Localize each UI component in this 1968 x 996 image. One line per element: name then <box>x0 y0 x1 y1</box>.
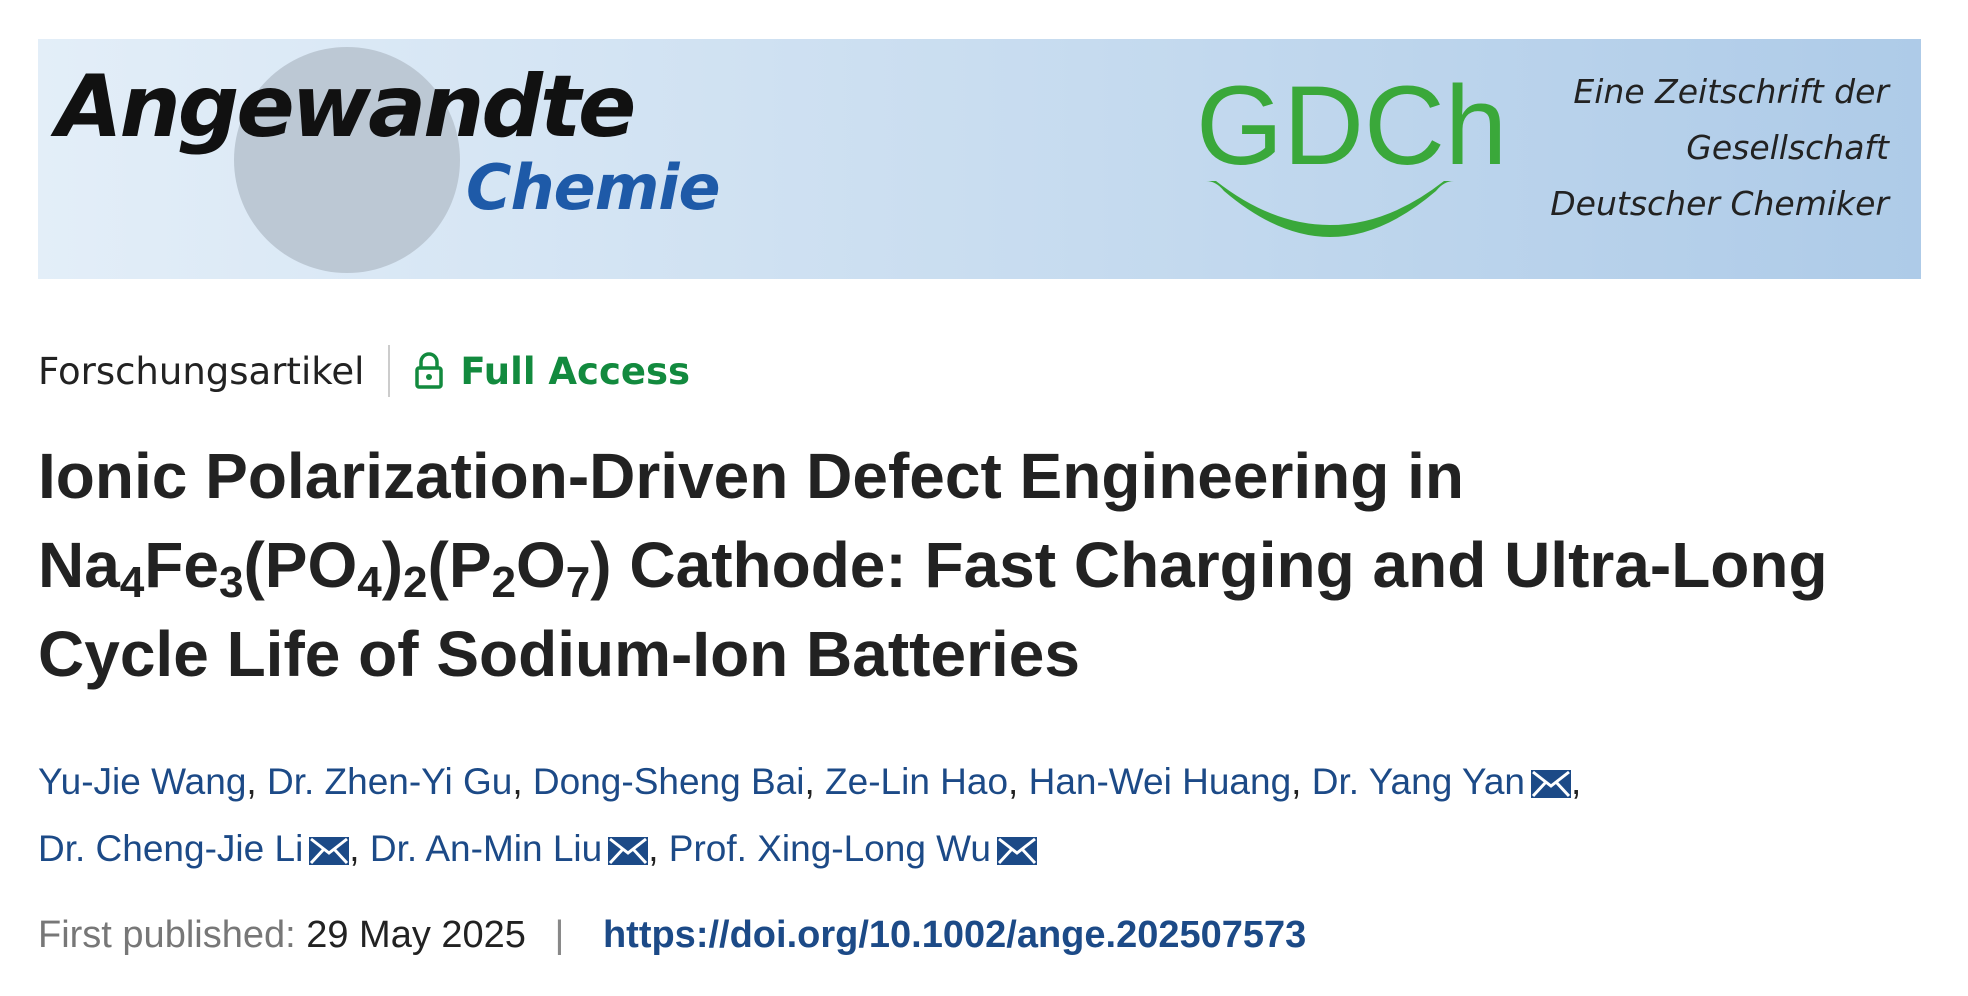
subscript: 4 <box>357 558 382 607</box>
author-name[interactable]: Dr. Cheng-Jie Li <box>38 828 304 869</box>
separator: , <box>1008 761 1019 802</box>
title-line: Na4Fe3(PO4)2(P2O7) Cathode: Fast Chargin… <box>38 521 1828 610</box>
article-title: Ionic Polarization-Driven Defect Enginee… <box>38 432 1828 699</box>
author-name[interactable]: Ze-Lin Hao <box>825 761 1009 802</box>
author-line: Yu-Jie Wang, Dr. Zhen-Yi Gu, Dong-Sheng … <box>38 750 1581 817</box>
title-text: Ionic Polarization-Driven Defect Enginee… <box>38 440 1464 512</box>
gdch-bowl <box>1206 181 1454 237</box>
title-text: Cycle Life of Sodium-Ion Batteries <box>38 618 1080 690</box>
email-icon[interactable] <box>309 821 350 884</box>
email-icon[interactable] <box>608 821 649 884</box>
title-text: ) <box>381 529 404 601</box>
title-text: Na <box>38 529 120 601</box>
doi-link[interactable]: https://doi.org/10.1002/ange.202507573 <box>602 914 1307 956</box>
journal-banner: Angewandte Chemie GDCh Eine Zeitschrift … <box>38 39 1921 279</box>
subscript: 7 <box>565 558 591 607</box>
subscript: 4 <box>119 558 145 607</box>
author-list: Yu-Jie Wang, Dr. Zhen-Yi Gu, Dong-Sheng … <box>38 750 1581 884</box>
author-name[interactable]: Prof. Xing-Long Wu <box>668 828 992 869</box>
publication-info: First published: 29 May 2025 | https://d… <box>38 914 1306 957</box>
title-text: ) Cathode: Fast Charging and Ultra-Long <box>590 529 1828 601</box>
subscript: 2 <box>403 558 428 607</box>
subscript: 3 <box>218 558 244 607</box>
article-meta: Forschungsartikel Full Access <box>38 345 690 397</box>
author-name[interactable]: Dr. An-Min Liu <box>369 828 603 869</box>
article-type: Forschungsartikel <box>38 349 365 393</box>
logo-circle <box>234 47 460 273</box>
separator: , <box>804 761 815 802</box>
published-label: First published: <box>38 914 296 956</box>
title-line: Ionic Polarization-Driven Defect Enginee… <box>38 432 1828 521</box>
subscript: 2 <box>491 558 517 607</box>
separator: , <box>1291 761 1302 802</box>
lock-icon <box>415 352 444 389</box>
title-text: Fe <box>144 529 219 601</box>
divider: | <box>554 914 565 956</box>
author-name[interactable]: Yu-Jie Wang <box>38 761 247 802</box>
separator: , <box>648 828 659 869</box>
author-name[interactable]: Dr. Yang Yan <box>1311 761 1525 802</box>
author-name[interactable]: Dr. Zhen-Yi Gu <box>266 761 513 802</box>
divider <box>388 345 391 397</box>
access-badge[interactable]: Full Access <box>460 349 691 393</box>
title-line: Cycle Life of Sodium-Ion Batteries <box>38 610 1828 699</box>
logo-sub: Chemie <box>466 151 721 224</box>
tagline: Deutscher Chemiker <box>1550 184 1889 223</box>
author-line: Dr. Cheng-Jie Li, Dr. An-Min Liu, Prof. … <box>38 817 1581 884</box>
title-text: (PO <box>243 529 358 601</box>
author-name[interactable]: Han-Wei Huang <box>1028 761 1292 802</box>
author-name[interactable]: Dong-Sheng Bai <box>532 761 805 802</box>
separator: , <box>246 761 257 802</box>
separator: , <box>512 761 523 802</box>
published-date: 29 May 2025 <box>306 914 526 956</box>
title-text: (P <box>427 529 492 601</box>
email-icon[interactable] <box>997 821 1038 884</box>
separator: , <box>349 828 360 869</box>
title-text: O <box>516 529 566 601</box>
email-icon[interactable] <box>1531 754 1571 817</box>
tagline: Gesellschaft <box>1686 128 1889 167</box>
society-logo: GDCh <box>1196 63 1508 188</box>
banner-graphics <box>234 47 1454 273</box>
separator: , <box>1571 761 1582 802</box>
tagline: Eine Zeitschrift der <box>1573 72 1889 111</box>
logo-main: Angewandte <box>56 57 636 157</box>
